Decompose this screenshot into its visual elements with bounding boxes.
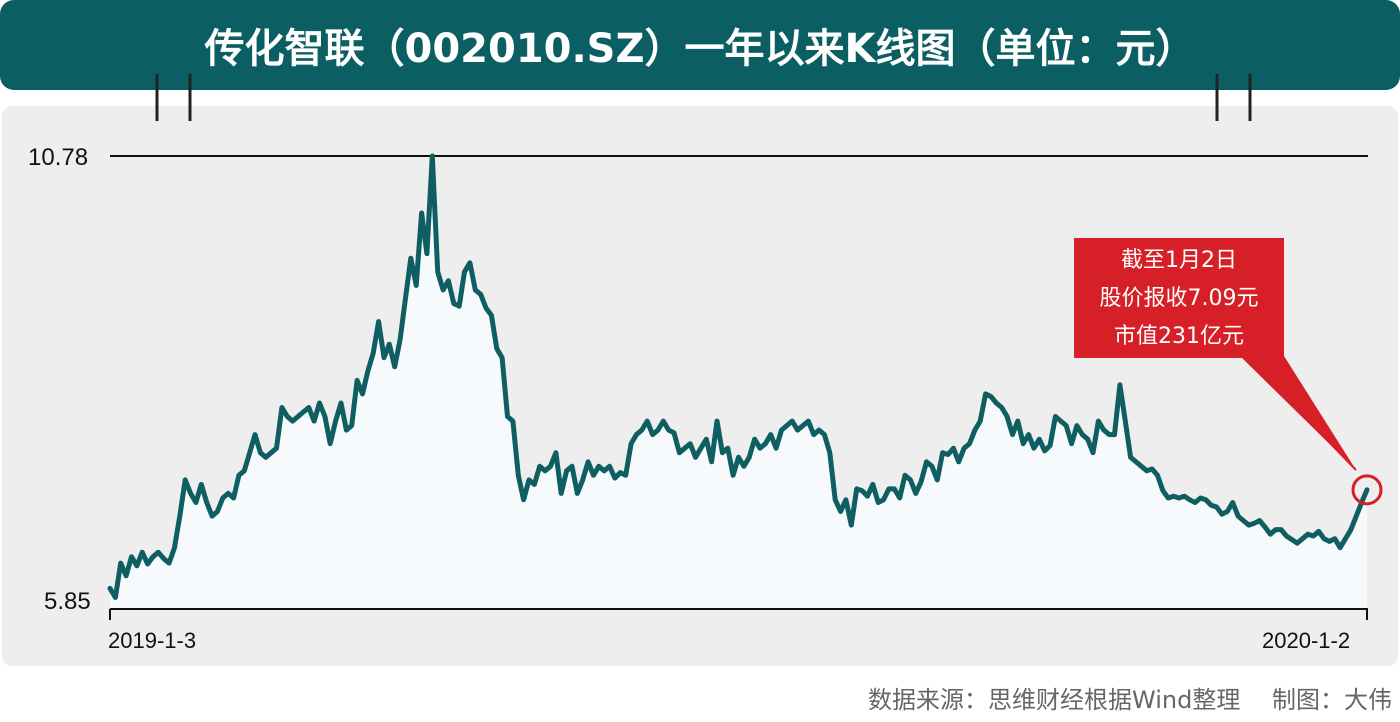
x-tick-end: 2020-1-2 bbox=[1262, 628, 1351, 653]
chart-title: 传化智联（002010.SZ）一年以来K线图（单位：元） bbox=[204, 26, 1196, 72]
callout-price: 股价报收7.09元 bbox=[1099, 286, 1259, 311]
y-tick-max: 10.78 bbox=[28, 144, 89, 171]
panel-clips bbox=[155, 74, 1252, 121]
price-callout: 截至1月2日 股价报收7.09元 市值231亿元 bbox=[1074, 238, 1284, 358]
source-note: 数据来源：思维财经根据Wind整理 制图：大伟 bbox=[868, 686, 1392, 714]
price-area bbox=[110, 156, 1367, 608]
callout-pointer bbox=[1240, 356, 1356, 470]
price-line bbox=[107, 153, 1370, 600]
callout-market-cap: 市值231亿元 bbox=[1114, 324, 1244, 349]
callout-date: 截至1月2日 bbox=[1121, 248, 1237, 273]
y-tick-min: 5.85 bbox=[44, 588, 91, 615]
last-price-marker bbox=[1351, 474, 1383, 506]
x-tick-start: 2019-1-3 bbox=[108, 628, 197, 653]
title-banner: 传化智联（002010.SZ）一年以来K线图（单位：元） bbox=[0, 0, 1400, 90]
